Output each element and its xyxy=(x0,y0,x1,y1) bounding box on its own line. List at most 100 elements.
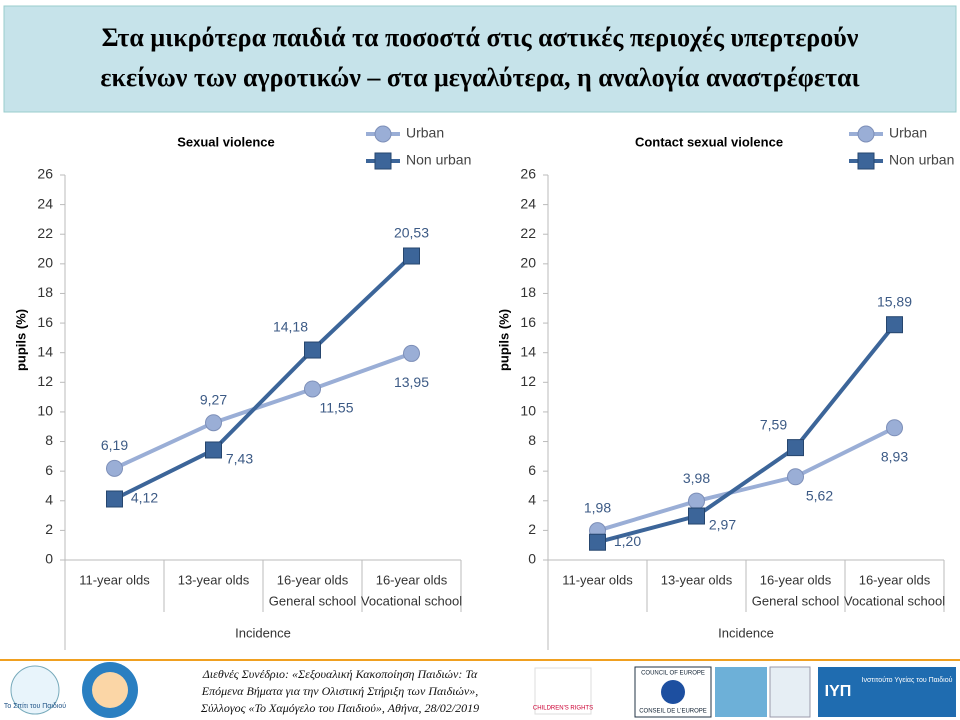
y-tick-label: 2 xyxy=(528,521,536,537)
data-label: 11,55 xyxy=(320,400,354,416)
data-label: 15,89 xyxy=(877,293,912,309)
logo xyxy=(661,680,685,704)
marker xyxy=(205,414,222,432)
logo-text: COUNCIL OF EUROPE xyxy=(641,671,705,677)
y-tick-label: 14 xyxy=(37,343,53,359)
x-tick-label: 16-year olds xyxy=(859,572,931,587)
logo-text: Ινστιτούτο Υγείας του Παιδιού xyxy=(862,676,953,684)
marker xyxy=(304,380,321,398)
legend-label: Urban xyxy=(889,125,927,141)
logo xyxy=(92,672,128,708)
logo xyxy=(10,665,60,715)
data-label: 7,43 xyxy=(226,451,253,467)
y-tick-label: 4 xyxy=(45,491,53,507)
marker xyxy=(403,344,420,362)
y-tick-label: 4 xyxy=(528,491,536,507)
footer-text: Επόμενα Βήματα για την Ολιστική Στήριξη … xyxy=(201,684,478,698)
logo-text: ΙΥΠ xyxy=(825,683,852,700)
y-tick-label: 22 xyxy=(520,225,536,241)
marker xyxy=(688,492,705,510)
slide-title: Στα μικρότερα παιδιά τα ποσοστά στις αστ… xyxy=(102,23,859,52)
y-tick-label: 10 xyxy=(37,403,53,419)
series-line xyxy=(596,425,896,533)
logo-text: CHILDREN'S RIGHTS xyxy=(533,706,593,712)
chart-title: Contact sexual violence xyxy=(635,134,783,149)
y-axis-label: pupils (%) xyxy=(13,309,28,371)
marker xyxy=(106,490,123,508)
data-label: 7,59 xyxy=(760,416,787,432)
slide-title: εκείνων των αγροτικών – στα μεγαλύτερα, … xyxy=(100,63,859,92)
y-tick-label: 6 xyxy=(45,462,53,478)
y-tick-label: 22 xyxy=(37,225,53,241)
x-tick-label: 16-year olds xyxy=(760,572,832,587)
marker xyxy=(787,468,804,486)
marker xyxy=(688,507,705,525)
data-label: 4,12 xyxy=(131,490,158,506)
x-axis-label: Incidence xyxy=(235,625,291,640)
series-line xyxy=(113,254,413,501)
y-tick-label: 14 xyxy=(520,343,536,359)
data-label: 5,62 xyxy=(806,487,833,503)
marker xyxy=(374,152,392,170)
marker xyxy=(106,459,123,477)
logo xyxy=(769,666,811,718)
y-tick-label: 0 xyxy=(528,551,536,567)
x-tick-label: 11-year olds xyxy=(79,572,150,587)
marker xyxy=(374,125,392,143)
chart-title: Sexual violence xyxy=(177,134,275,149)
marker xyxy=(787,439,804,457)
x-tick-label: Vocational school xyxy=(361,593,462,608)
x-tick-label: 16-year olds xyxy=(277,572,349,587)
marker xyxy=(403,247,420,265)
data-label: 14,18 xyxy=(273,319,308,335)
legend-label: Non urban xyxy=(889,152,954,168)
y-tick-label: 0 xyxy=(45,551,53,567)
x-tick-label: General school xyxy=(752,593,840,608)
y-tick-label: 20 xyxy=(520,255,536,271)
legend-label: Urban xyxy=(406,125,444,141)
y-tick-label: 10 xyxy=(520,403,536,419)
marker xyxy=(304,341,321,359)
data-label: 13,95 xyxy=(394,374,429,390)
y-tick-label: 20 xyxy=(37,255,53,271)
marker xyxy=(886,419,903,437)
y-tick-label: 26 xyxy=(37,166,53,182)
marker xyxy=(886,316,903,334)
marker xyxy=(857,125,875,143)
y-tick-label: 8 xyxy=(528,432,536,448)
logo xyxy=(534,667,592,715)
data-label: 1,20 xyxy=(614,533,641,549)
title-box xyxy=(3,5,957,113)
data-label: 2,97 xyxy=(709,517,736,533)
data-label: 20,53 xyxy=(394,225,429,241)
data-label: 1,98 xyxy=(584,499,611,515)
x-tick-label: Vocational school xyxy=(844,593,945,608)
logo-text: CONSEIL DE L'EUROPE xyxy=(639,709,707,715)
y-axis-label: pupils (%) xyxy=(496,309,511,371)
y-tick-label: 12 xyxy=(520,373,536,389)
y-tick-label: 16 xyxy=(37,314,53,330)
y-tick-label: 2 xyxy=(45,521,53,537)
x-tick-label: General school xyxy=(269,593,357,608)
y-tick-label: 18 xyxy=(520,284,536,300)
legend-label: Non urban xyxy=(406,152,471,168)
x-tick-label: 11-year olds xyxy=(562,572,633,587)
y-tick-label: 6 xyxy=(528,462,536,478)
data-label: 3,98 xyxy=(683,470,710,486)
marker xyxy=(857,152,875,170)
logo xyxy=(818,667,956,717)
footer-text: Διεθνές Συνέδριο: «Σεξουαλική Κακοποίηση… xyxy=(202,667,478,681)
x-axis-label: Incidence xyxy=(718,625,774,640)
x-tick-label: 16-year olds xyxy=(376,572,448,587)
y-tick-label: 18 xyxy=(37,284,53,300)
y-tick-label: 24 xyxy=(520,195,536,211)
series-line xyxy=(113,351,413,471)
y-tick-label: 24 xyxy=(37,195,53,211)
footer-text: Σύλλογος «Το Χαμόγελο του Παιδιού», Αθήν… xyxy=(200,701,479,715)
x-tick-label: 13-year olds xyxy=(178,572,250,587)
data-label: 8,93 xyxy=(881,448,908,464)
x-tick-label: 13-year olds xyxy=(661,572,733,587)
y-tick-label: 16 xyxy=(520,314,536,330)
